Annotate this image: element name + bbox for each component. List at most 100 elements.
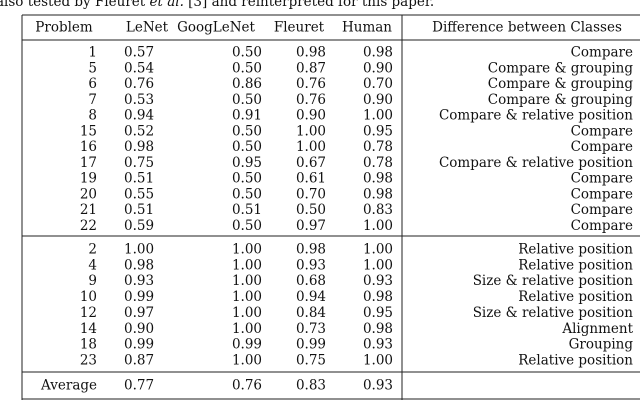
table-cell: 0.52 (124, 123, 154, 139)
table-cell: 0.50 (232, 139, 262, 155)
table-cell: 1.00 (363, 218, 393, 234)
table-cell: 1.00 (363, 242, 393, 258)
table-cell: 9 (88, 273, 97, 289)
table-cell: 14 (80, 321, 97, 337)
table-cell: 15 (80, 123, 97, 139)
table-cell: 0.78 (363, 139, 393, 155)
table-cell: 0.90 (363, 60, 393, 76)
table-cell: 21 (80, 202, 97, 218)
footer-cell: Average (40, 378, 97, 394)
table-cell: 0.83 (363, 202, 393, 218)
table-cell: 0.50 (232, 218, 262, 234)
table-cell: 0.98 (296, 242, 326, 258)
table-cell: 10 (80, 289, 97, 305)
table-cell: 0.51 (232, 202, 262, 218)
table-cell: 16 (80, 139, 97, 155)
table-cell: 0.50 (232, 60, 262, 76)
table-cell: 20 (80, 186, 97, 202)
table-cell: 0.84 (296, 305, 326, 321)
table-cell: 0.90 (363, 92, 393, 108)
table-cell: 8 (88, 108, 97, 124)
table-cell: 0.76 (124, 76, 154, 92)
footer-cell: 0.76 (232, 378, 262, 394)
table-cell: 1.00 (232, 352, 262, 368)
table-cell: 0.98 (296, 45, 326, 61)
table-cell: 0.99 (124, 337, 154, 353)
table-cell: 7 (88, 92, 97, 108)
header-cell: Human (342, 20, 392, 36)
header-cell: Fleuret (274, 20, 325, 36)
table-cell: 1.00 (363, 352, 393, 368)
table-cell: 0.73 (296, 321, 326, 337)
table-cell: 0.76 (296, 92, 326, 108)
table-cell: 6 (88, 76, 97, 92)
table-cell: 1.00 (232, 289, 262, 305)
footer-cell: 0.77 (124, 378, 154, 394)
table-cell: Relative position (518, 257, 633, 273)
table-cell: 1.00 (232, 273, 262, 289)
table-cell: Size & relative position (473, 305, 634, 321)
table-cell: 0.99 (296, 337, 326, 353)
table-cell: 1.00 (296, 139, 326, 155)
caption-text: [3] and reinterpreted for this paper. (184, 0, 434, 10)
table-cell: 0.53 (124, 92, 154, 108)
table-cell: 0.75 (296, 352, 326, 368)
table-cell: 0.50 (296, 202, 326, 218)
caption-text: et al. (150, 0, 184, 10)
header-cell: GoogLeNet (177, 20, 255, 36)
table-cell: 0.90 (124, 321, 154, 337)
table-cell: 0.70 (363, 76, 393, 92)
header-cell: Difference between Classes (432, 20, 622, 36)
table-cell: 18 (80, 337, 97, 353)
table-cell: Compare (571, 123, 633, 139)
table-cell: 1.00 (232, 305, 262, 321)
table-cell: 22 (80, 218, 97, 234)
table-cell: 4 (88, 257, 97, 273)
caption: also tested by Fleuret et al. [3] and re… (0, 0, 434, 10)
table-cell: Compare (571, 186, 633, 202)
table-cell: Compare (571, 171, 633, 187)
table-cell: 0.50 (232, 186, 262, 202)
footer-cell: 0.83 (296, 378, 326, 394)
table-cell: 0.68 (296, 273, 326, 289)
table-cell: Compare (571, 45, 633, 61)
table-cell: 0.50 (232, 45, 262, 61)
table-cell: 0.98 (124, 257, 154, 273)
table-cell: 0.93 (296, 257, 326, 273)
table-cell: Alignment (561, 321, 633, 337)
table-cell: Compare & grouping (488, 60, 634, 76)
table-cell: 0.91 (232, 108, 262, 124)
table-cell: 12 (80, 305, 97, 321)
table-cell: 0.97 (124, 305, 154, 321)
table-cell: 1 (88, 45, 97, 61)
table-cell: 0.98 (363, 289, 393, 305)
table-cell: Relative position (518, 289, 633, 305)
table-cell: 0.70 (296, 186, 326, 202)
table-cell: 17 (80, 155, 97, 171)
table-cell: 0.95 (363, 305, 393, 321)
table-cell: 0.50 (232, 171, 262, 187)
table-cell: Compare (571, 139, 633, 155)
table-cell: 1.00 (363, 257, 393, 273)
table-cell: 0.93 (124, 273, 154, 289)
table-cell: Compare & relative position (439, 155, 633, 171)
table-cell: 0.99 (232, 337, 262, 353)
table-cell: Compare & grouping (488, 92, 634, 108)
table-cell: 0.95 (363, 123, 393, 139)
table-cell: 1.00 (232, 257, 262, 273)
table-cell: 0.99 (124, 289, 154, 305)
table-cell: 5 (88, 60, 97, 76)
table-cell: 0.78 (363, 155, 393, 171)
table-cell: 0.50 (232, 123, 262, 139)
table-cell: 0.76 (296, 76, 326, 92)
table-cell: 1.00 (296, 123, 326, 139)
footer-cell: 0.93 (363, 378, 393, 394)
table-cell: 1.00 (363, 108, 393, 124)
table-cell: 0.75 (124, 155, 154, 171)
table-cell: Compare (571, 202, 633, 218)
table-cell: 0.98 (363, 186, 393, 202)
table-cell: 0.93 (363, 273, 393, 289)
table-cell: Compare (571, 218, 633, 234)
table-cell: 1.00 (232, 242, 262, 258)
